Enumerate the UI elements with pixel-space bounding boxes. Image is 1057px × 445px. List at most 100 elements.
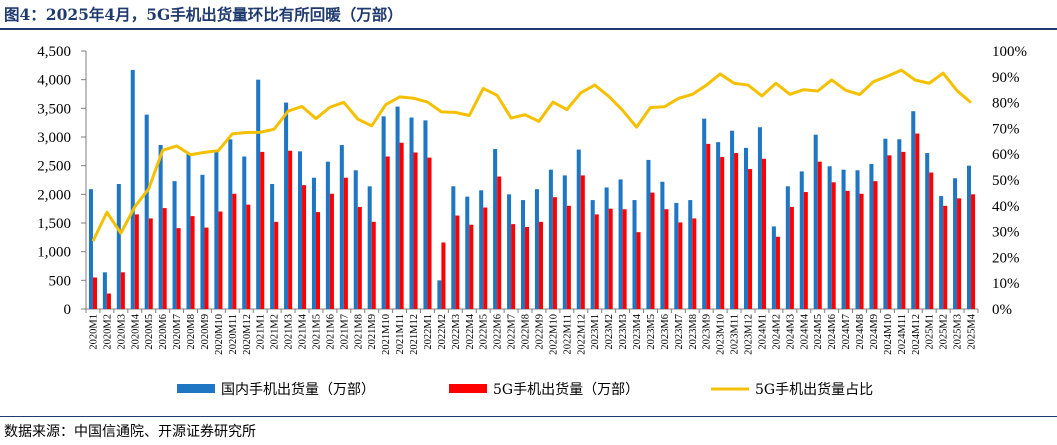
x-axis-tick-label: 2020M9	[200, 314, 211, 350]
x-axis-tick-label: 2020M12	[242, 314, 253, 355]
domestic-shipment-bar	[130, 69, 135, 309]
5g-shipment-bar	[831, 182, 836, 309]
domestic-shipment-bar	[660, 181, 665, 309]
domestic-shipment-bar	[716, 142, 721, 309]
x-axis-tick-label: 2024M4	[799, 313, 810, 349]
domestic-shipment-bar	[646, 159, 651, 309]
domestic-shipment-bar	[869, 163, 874, 309]
x-axis-tick-label: 2023M3	[618, 314, 629, 350]
domestic-shipment-bar	[534, 189, 539, 309]
5g-shipment-bar	[106, 293, 111, 309]
x-axis-tick-labels: 2020M1 2020M2 2020M3 2020M4 2020M5 2020M6 2020…	[88, 313, 977, 355]
domestic-shipment-bar	[353, 170, 358, 309]
domestic-shipment-bar	[855, 170, 860, 309]
domestic-shipment-bar	[590, 200, 595, 309]
5g-shipment-bar	[957, 198, 962, 309]
domestic-shipment-bar	[493, 149, 498, 309]
domestic-shipment-bar	[702, 118, 707, 309]
5g-shipment-bar	[162, 208, 167, 309]
x-axis-tick-label: 2022M10	[548, 314, 559, 355]
5g-shipment-bar	[636, 232, 641, 309]
x-axis-tick-label: 2020M3	[116, 314, 127, 350]
domestic-shipment-bar	[367, 186, 372, 309]
domestic-shipment-bar	[632, 200, 637, 309]
x-axis-tick-label: 2021M7	[339, 314, 350, 350]
x-axis-tick-label: 2024M8	[855, 314, 866, 350]
5g-shipment-bar	[915, 133, 920, 309]
x-axis-tick-label: 2021M5	[311, 314, 322, 350]
5g-shipment-bar	[901, 151, 906, 309]
x-axis-tick-label: 2020M7	[172, 314, 183, 350]
domestic-shipment-bar	[757, 127, 762, 310]
domestic-shipment-bar	[966, 165, 972, 309]
x-axis-tick-label: 2024M10	[883, 314, 894, 355]
x-axis-tick-label: 2020M8	[186, 314, 197, 350]
right-axis-tick-label: 20%	[992, 250, 1020, 266]
x-axis-tick-label: 2023M4	[632, 313, 643, 349]
domestic-shipment-bar	[116, 184, 121, 309]
domestic-shipment-bar	[172, 181, 177, 309]
domestic-shipment-bar	[242, 156, 247, 309]
5g-shipment-bar	[399, 142, 404, 309]
domestic-shipment-bar	[507, 194, 512, 309]
x-axis-tick-label: 2022M8	[521, 314, 532, 350]
x-axis-tick-label: 2025M1	[925, 314, 936, 350]
x-axis-tick-label: 2024M12	[911, 314, 922, 355]
x-axis-tick-label: 2023M8	[688, 314, 699, 350]
bar-series	[88, 69, 976, 310]
5g-shipment-bar	[720, 157, 725, 309]
x-axis-tick-label: 2023M2	[604, 314, 615, 350]
x-axis-tick-label: 2022M11	[562, 314, 573, 354]
5g-shipment-bar	[315, 212, 321, 309]
domestic-shipment-bar	[200, 174, 205, 309]
5g-shipment-bar	[580, 175, 585, 309]
5g-shipment-bar	[887, 155, 892, 309]
domestic-shipment-bar	[520, 200, 526, 309]
x-axis-tick-label: 2024M9	[869, 314, 880, 350]
domestic-shipment-bar	[311, 177, 316, 309]
x-axis-tick-label: 2024M11	[897, 314, 908, 354]
5g-shipment-bar	[608, 208, 613, 309]
legend-label: 国内手机出货量（万部）	[221, 381, 375, 398]
5g-shipment-bar	[761, 158, 767, 309]
5g-shipment-bar	[789, 206, 794, 309]
5g-shipment-bar	[427, 157, 432, 309]
5g-shipment-bar	[775, 236, 780, 309]
x-axis-tick-label: 2025M2	[939, 314, 950, 350]
right-axis-tick-label: 90%	[992, 70, 1020, 86]
5g-shipment-bar	[204, 227, 209, 309]
5g-shipment-bar	[497, 176, 502, 309]
x-axis-tick-label: 2024M6	[827, 314, 838, 350]
domestic-shipment-bar	[325, 161, 330, 309]
x-axis-tick-label: 2021M8	[353, 314, 364, 350]
domestic-shipment-bar	[813, 134, 818, 309]
domestic-shipment-bar	[827, 166, 832, 309]
5g-shipment-bar	[650, 192, 655, 309]
5g-shipment-bar	[552, 197, 557, 309]
left-axis-tick-label: 0	[64, 302, 72, 318]
5g-shipment-bar	[413, 152, 418, 309]
domestic-shipment-bar	[799, 171, 804, 309]
x-axis-tick-label: 2022M5	[479, 314, 490, 350]
left-axis-tick-label: 4,500	[37, 44, 71, 60]
5g-shipment-bar	[943, 205, 948, 309]
legend-label: 5G手机出货量（万部）	[493, 381, 639, 398]
domestic-shipment-bar	[297, 151, 303, 309]
right-axis-tick-label: 10%	[992, 276, 1020, 292]
5g-shipment-bar	[357, 206, 362, 309]
5g-shipment-bar	[678, 222, 683, 309]
x-axis-tick-label: 2020M2	[102, 314, 113, 350]
axes: 0 500 1,000 1,500 2,000 2,500 3,000 3,500 4,000 4…	[37, 44, 1027, 318]
5g-shipment-bar	[748, 169, 753, 309]
5g-shipment-bar	[302, 185, 307, 309]
x-axis-tick-label: 2023M6	[660, 314, 671, 350]
domestic-shipment-bar	[284, 102, 289, 309]
x-axis-tick-label: 2024M5	[813, 314, 824, 350]
x-axis-tick-label: 2023M12	[744, 314, 755, 355]
domestic-shipment-bar	[562, 175, 567, 309]
right-axis-tick-label: 80%	[992, 96, 1020, 112]
x-axis-tick-label: 2020M6	[158, 314, 169, 350]
right-axis-tick-label: 0%	[992, 302, 1012, 318]
x-axis-tick-label: 2021M2	[270, 314, 281, 350]
